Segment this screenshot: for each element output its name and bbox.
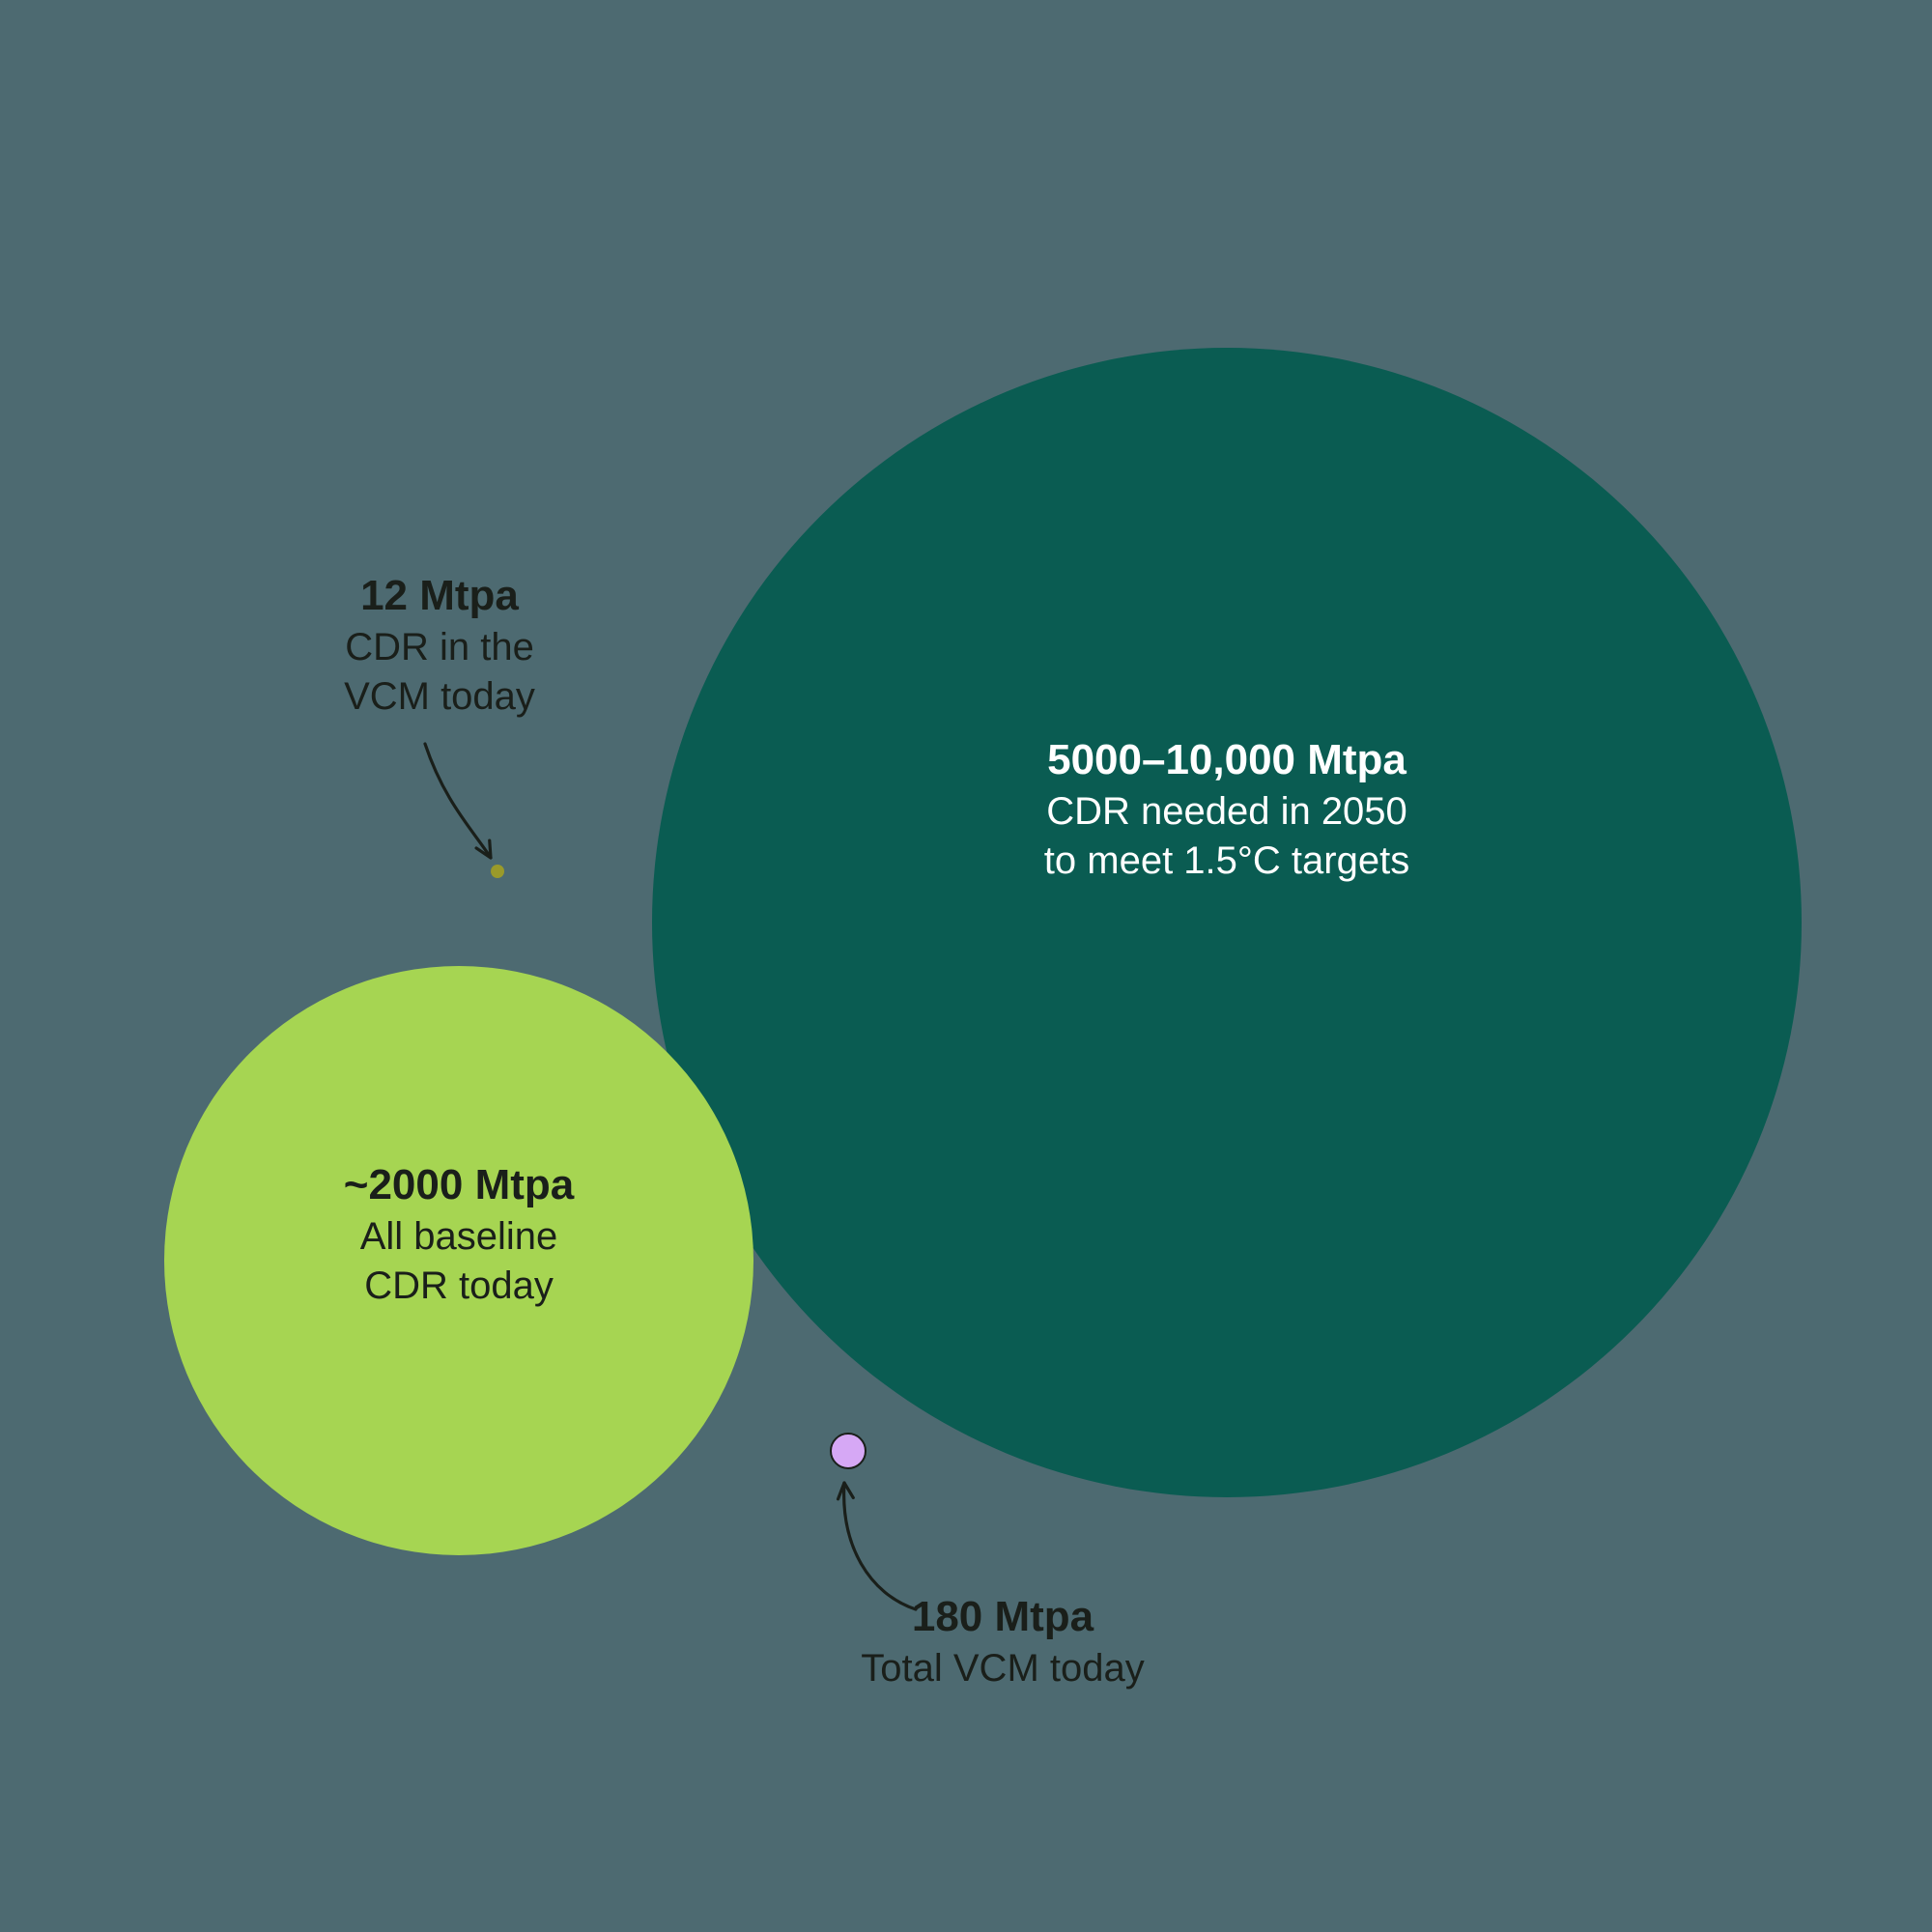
- arrow-cdr-in-vcm: [0, 0, 1932, 1932]
- bubble-chart: 5000–10,000 Mtpa CDR needed in 2050to me…: [0, 0, 1932, 1932]
